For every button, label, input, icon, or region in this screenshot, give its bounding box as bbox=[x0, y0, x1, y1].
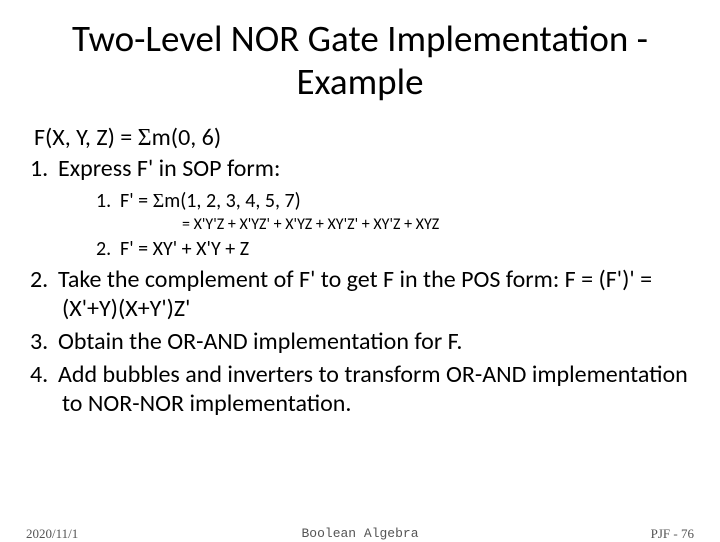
footer-title: Boolean Algebra bbox=[301, 526, 418, 541]
main-steps-list: 1.Express F' in SOP form: 1.F' = Σm(1, 2… bbox=[30, 154, 690, 418]
step-number: 2. bbox=[30, 265, 58, 294]
step-text: Express F' in SOP form: bbox=[58, 154, 280, 183]
substep-1: 1.F' = Σm(1, 2, 3, 4, 5, 7) = X'Y'Z + X'… bbox=[96, 189, 690, 234]
substep-detail: = X'Y'Z + X'YZ' + X'YZ + XY'Z' + XY'Z + … bbox=[182, 215, 690, 234]
substep-text: F' = XY' + X'Y + Z bbox=[120, 237, 249, 261]
step-3: 3.Obtain the OR-AND implementation for F… bbox=[30, 327, 690, 356]
step-2: 2.Take the complement of F' to get F in … bbox=[30, 265, 690, 323]
step-1: 1.Express F' in SOP form: 1.F' = Σm(1, 2… bbox=[30, 154, 690, 261]
step-text: Take the complement of F' to get F in th… bbox=[58, 265, 652, 323]
step-number: 1. bbox=[30, 154, 58, 183]
step-number: 3. bbox=[30, 327, 58, 356]
function-definition: F(X, Y, Z) = Σm(0, 6) bbox=[34, 123, 690, 152]
substep-2: 2.F' = XY' + X'Y + Z bbox=[96, 237, 690, 261]
step-text: Obtain the OR-AND implementation for F. bbox=[58, 327, 462, 356]
sub-steps-list: 1.F' = Σm(1, 2, 3, 4, 5, 7) = X'Y'Z + X'… bbox=[96, 189, 690, 261]
substep-text: F' = Σm(1, 2, 3, 4, 5, 7) bbox=[120, 189, 301, 213]
substep-number: 1. bbox=[96, 189, 120, 213]
step-number: 4. bbox=[30, 360, 58, 389]
slide-title: Two-Level NOR Gate Implementation - Exam… bbox=[30, 18, 690, 103]
substep-number: 2. bbox=[96, 237, 120, 261]
step-4: 4.Add bubbles and inverters to transform… bbox=[30, 360, 690, 418]
step-text: Add bubbles and inverters to transform O… bbox=[58, 360, 688, 418]
